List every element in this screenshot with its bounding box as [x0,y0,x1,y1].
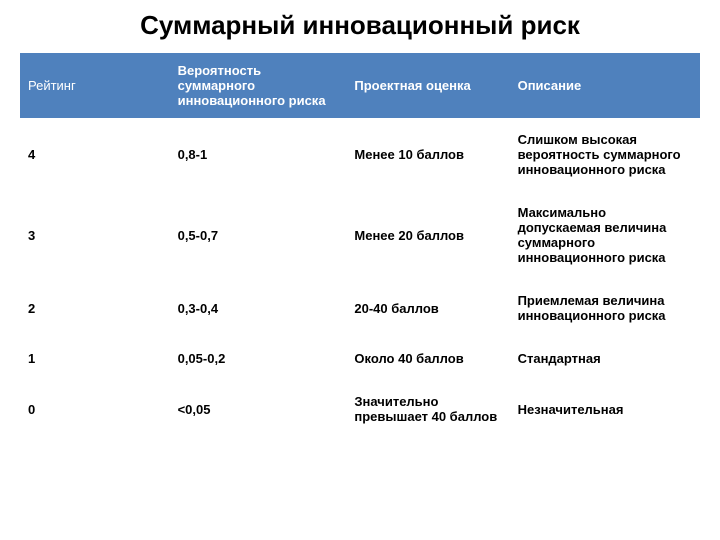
risk-table: Рейтинг Вероятность суммарного инновацио… [20,53,700,438]
table-body: 4 0,8-1 Менее 10 баллов Слишком высокая … [20,118,700,438]
table-row: 3 0,5-0,7 Менее 20 баллов Максимально до… [20,191,700,279]
cell-rating: 4 [20,118,170,191]
cell-description: Стандартная [510,337,700,380]
cell-probability: 0,3-0,4 [170,279,347,337]
table-row: 1 0,05-0,2 Около 40 баллов Стандартная [20,337,700,380]
col-rating: Рейтинг [20,53,170,118]
cell-estimate: 20-40 баллов [346,279,509,337]
cell-rating: 0 [20,380,170,438]
cell-estimate: Около 40 баллов [346,337,509,380]
table-row: 0 <0,05 Значительно превышает 40 баллов … [20,380,700,438]
table-header-row: Рейтинг Вероятность суммарного инновацио… [20,53,700,118]
cell-estimate: Менее 20 баллов [346,191,509,279]
col-description: Описание [510,53,700,118]
cell-probability: 0,8-1 [170,118,347,191]
cell-description: Максимально допускаемая величина суммарн… [510,191,700,279]
table-row: 2 0,3-0,4 20-40 баллов Приемлемая величи… [20,279,700,337]
cell-rating: 1 [20,337,170,380]
cell-estimate: Менее 10 баллов [346,118,509,191]
cell-estimate: Значительно превышает 40 баллов [346,380,509,438]
cell-description: Незначительная [510,380,700,438]
cell-probability: 0,05-0,2 [170,337,347,380]
col-probability: Вероятность суммарного инновационного ри… [170,53,347,118]
cell-rating: 3 [20,191,170,279]
cell-description: Слишком высокая вероятность суммарного и… [510,118,700,191]
cell-probability: <0,05 [170,380,347,438]
cell-probability: 0,5-0,7 [170,191,347,279]
table-row: 4 0,8-1 Менее 10 баллов Слишком высокая … [20,118,700,191]
cell-rating: 2 [20,279,170,337]
col-estimate: Проектная оценка [346,53,509,118]
cell-description: Приемлемая величина инновационного риска [510,279,700,337]
page-title: Суммарный инновационный риск [20,10,700,41]
